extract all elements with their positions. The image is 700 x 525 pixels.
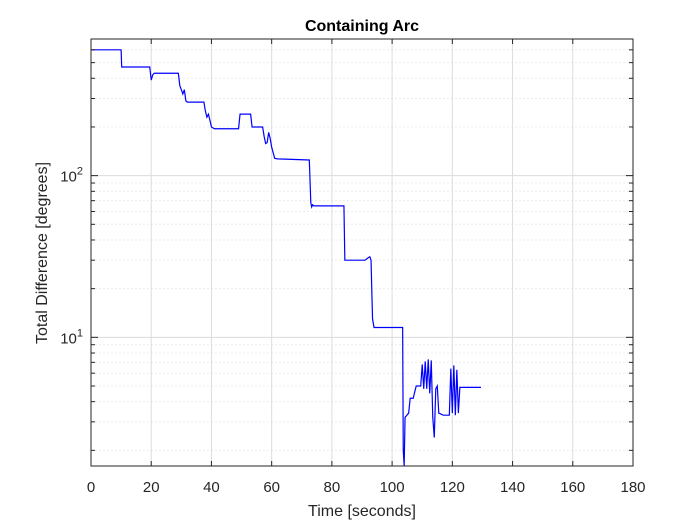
- chart-title: Containing Arc: [305, 18, 419, 35]
- series-line: [91, 49, 481, 467]
- x-tick-label: 80: [324, 479, 341, 496]
- series-layer: [91, 49, 481, 467]
- x-axis-label: Time [seconds]: [308, 503, 416, 520]
- y-tick-label: 101: [60, 327, 83, 347]
- major-grid: [91, 39, 633, 466]
- x-tick-label: 40: [203, 479, 220, 496]
- x-tick-label: 100: [380, 479, 405, 496]
- x-tick-label: 20: [143, 479, 160, 496]
- x-tick-label: 0: [87, 479, 95, 496]
- axes-box: [90, 38, 634, 467]
- x-tick-label: 180: [620, 479, 645, 496]
- x-ticks: 0 20 40 60 80 100 120 140 160 180: [87, 39, 646, 496]
- y-axis-label: Total Difference [degrees]: [34, 162, 51, 344]
- x-tick-label: 140: [500, 479, 525, 496]
- x-tick-label: 60: [263, 479, 280, 496]
- x-tick-label: 160: [560, 479, 585, 496]
- x-tick-label: 120: [440, 479, 465, 496]
- plot-area-background: [91, 39, 633, 466]
- y-ticks: 101 102: [60, 49, 633, 451]
- y-tick-label: 102: [60, 166, 83, 186]
